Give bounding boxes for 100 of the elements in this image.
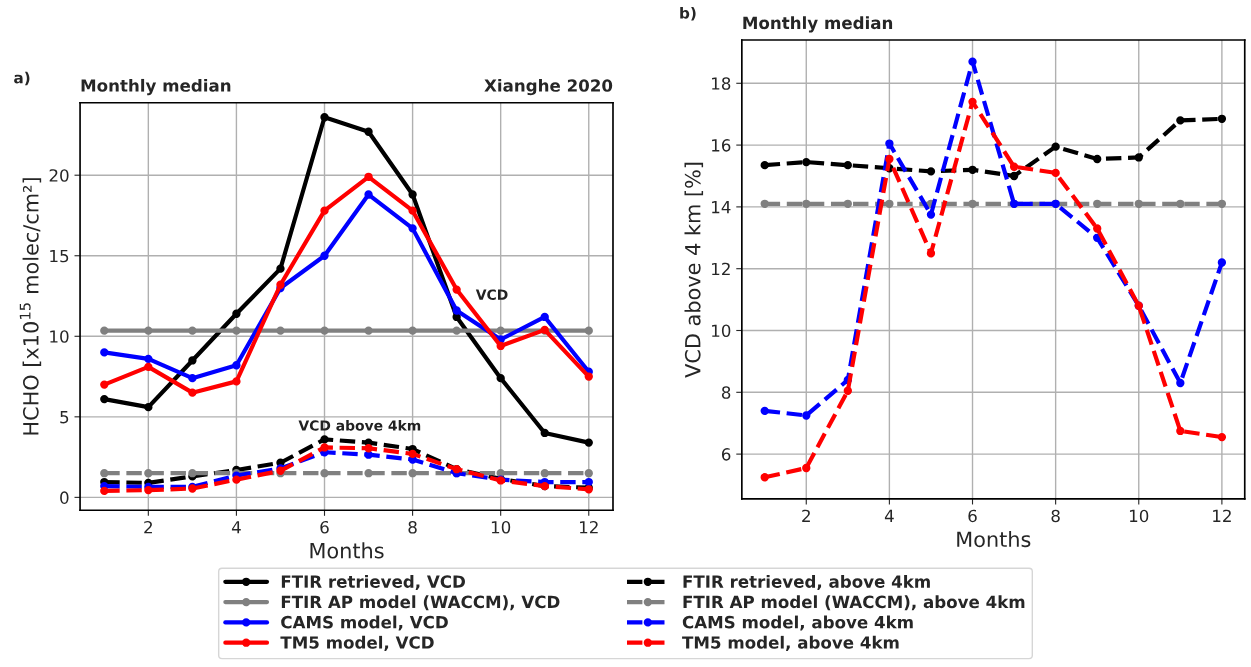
point [584, 469, 593, 478]
point [320, 206, 329, 215]
point [760, 161, 769, 170]
point [926, 167, 936, 176]
text: b) [680, 6, 696, 21]
x-tick-label: 12 [579, 520, 598, 534]
point [364, 326, 373, 335]
point [232, 377, 241, 386]
x-tick-label: 6 [320, 520, 329, 534]
x-tick-label: 10 [1129, 509, 1149, 523]
point [100, 394, 109, 404]
x-tick-label: 10 [491, 520, 511, 534]
point [540, 469, 549, 478]
legend-label: CAMS model, above 4km [682, 615, 913, 631]
y-tick-label: 16 [712, 139, 731, 152]
text: a) [14, 71, 30, 86]
point [276, 264, 285, 273]
point [408, 326, 417, 335]
x-tick-label: 12 [1213, 509, 1231, 522]
point [452, 326, 461, 335]
point [276, 326, 285, 335]
point [843, 199, 852, 208]
legend-label: FTIR AP model (WACCM), above 4km [683, 595, 1025, 611]
point [760, 199, 769, 208]
x-axis-title: Months [957, 531, 1031, 548]
y-tick-label: 6 [721, 448, 731, 461]
annotation: VCD [475, 289, 508, 300]
x-tick-label: 8 [1051, 509, 1060, 523]
x-axis-title: Months [310, 542, 384, 559]
point [100, 326, 109, 335]
point [885, 199, 894, 208]
point [408, 224, 417, 233]
point [320, 326, 329, 335]
y-tick-label: 5 [60, 411, 69, 424]
point [320, 113, 329, 122]
y-tick-label: 12 [712, 262, 730, 276]
legend-label: CAMS model, VCD [281, 615, 448, 631]
point [1217, 258, 1227, 267]
legend-label: FTIR retrieved, VCD [281, 574, 465, 591]
point [100, 348, 109, 357]
point [232, 361, 241, 370]
point [802, 411, 811, 420]
point [1217, 114, 1227, 123]
point [802, 199, 811, 208]
y-tick-label: 10 [712, 324, 731, 338]
point [408, 206, 417, 215]
point [968, 165, 977, 174]
point [320, 443, 329, 452]
legend-label: TM5 model, VCD [280, 635, 434, 651]
point [1217, 199, 1227, 208]
point [1176, 116, 1185, 125]
point [496, 326, 505, 335]
point [144, 354, 153, 363]
y-tick-label: 10 [50, 330, 69, 343]
point [188, 356, 197, 365]
point [540, 428, 549, 438]
point [320, 469, 329, 478]
legend-label: FTIR retrieved, above 4km [683, 574, 930, 591]
point [968, 97, 977, 106]
x-tick-label: 2 [144, 520, 152, 534]
point [1051, 142, 1060, 151]
point [802, 463, 811, 473]
x-tick-label: 4 [231, 521, 241, 534]
x-tick-label: 6 [968, 509, 977, 523]
point [188, 374, 197, 383]
point [968, 57, 977, 66]
point [452, 306, 461, 315]
point [584, 477, 593, 487]
point [100, 486, 109, 496]
point [1093, 154, 1102, 164]
point [1051, 168, 1060, 178]
point [885, 139, 894, 148]
chart-subtitle: Xianghe 2020 [484, 78, 613, 96]
point [584, 326, 593, 335]
point [320, 251, 329, 260]
chart-title: Monthly median [743, 16, 893, 33]
point [232, 326, 241, 335]
point [802, 157, 811, 167]
point [188, 326, 197, 335]
point [364, 469, 373, 478]
point [364, 444, 373, 453]
annotation: VCD above 4km [298, 419, 421, 431]
point [760, 473, 769, 482]
point [364, 127, 373, 136]
point [408, 190, 417, 199]
point [1009, 162, 1019, 171]
point [144, 362, 153, 372]
point [1134, 153, 1143, 162]
point [496, 341, 505, 351]
x-tick-label: 4 [884, 509, 894, 522]
legend-label: TM5 model, above 4km [682, 635, 899, 651]
x-tick-label: 2 [802, 509, 810, 522]
point [100, 380, 109, 389]
y-tick-label: 18 [712, 77, 731, 90]
point [188, 388, 197, 397]
point [144, 469, 153, 478]
point [364, 172, 373, 181]
point [1176, 378, 1185, 388]
point [1217, 432, 1227, 442]
point [885, 154, 894, 164]
